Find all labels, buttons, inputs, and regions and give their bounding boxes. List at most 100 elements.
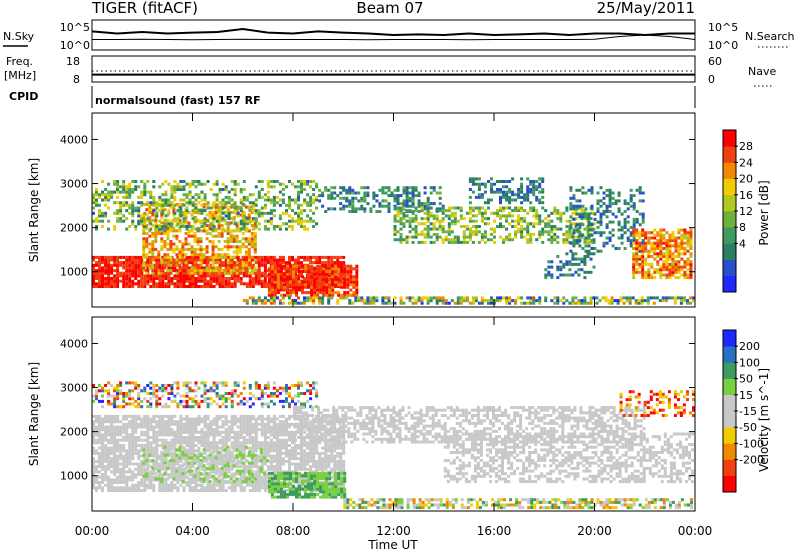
heat-cell (107, 430, 111, 434)
heat-cell (634, 301, 638, 305)
nave-tick-top: 60 (708, 55, 722, 68)
heat-cell (575, 204, 579, 208)
heat-cell (411, 196, 415, 200)
heat-cell (324, 263, 328, 267)
heat-cell (167, 486, 171, 490)
heat-cell (125, 470, 129, 474)
heat-cell (151, 263, 155, 267)
heat-cell (179, 282, 183, 286)
heat-cell (190, 250, 194, 254)
heat-cell (647, 273, 651, 277)
heat-cell (637, 301, 641, 305)
heat-cell (212, 438, 216, 442)
heat-cell (286, 267, 289, 271)
heat-cell (209, 222, 213, 226)
heat-cell (622, 301, 626, 305)
heat-cell (173, 451, 177, 455)
heat-cell (236, 258, 240, 262)
noise-panel: N.Sky 10^5 10^0 10^5 10^0 N.Search (3, 19, 795, 52)
heat-cell (650, 236, 654, 240)
heat-cell (203, 430, 207, 434)
heat-cell (520, 206, 524, 210)
heat-cell (520, 225, 524, 228)
heat-cell (532, 232, 536, 236)
heat-cell (559, 217, 563, 221)
heat-cell (131, 483, 135, 487)
heat-cell (253, 258, 257, 262)
heat-cell (623, 231, 627, 235)
heat-cell (95, 188, 98, 191)
heat-cell (321, 296, 325, 300)
heat-cell (483, 232, 487, 236)
heat-cell (113, 279, 117, 283)
heat-cell (122, 214, 126, 218)
heat-cell (155, 261, 159, 265)
heat-cell (166, 232, 170, 235)
heat-cell (295, 283, 298, 287)
heat-cell (278, 299, 282, 303)
heat-cell (95, 467, 98, 471)
heat-cell (182, 467, 186, 471)
heat-cell (161, 263, 165, 267)
heat-cell (511, 177, 515, 181)
heat-cell (232, 269, 236, 273)
heat-cell (134, 225, 138, 228)
heat-cell (650, 273, 654, 277)
heat-cell (167, 279, 171, 283)
heat-cell (450, 214, 454, 218)
heat-cell (544, 230, 548, 234)
heat-cell (393, 301, 397, 305)
heat-cell (559, 273, 563, 277)
heat-cell (490, 296, 493, 300)
heat-cell (209, 282, 213, 286)
heat-cell (355, 264, 359, 268)
heat-cell (562, 265, 566, 269)
heat-cell (283, 277, 286, 281)
heat-cell (614, 215, 618, 219)
heat-cell (611, 233, 615, 237)
heat-cell (584, 191, 588, 195)
heat-cell (605, 194, 609, 198)
heat-cell (143, 219, 147, 223)
heat-cell (229, 269, 233, 273)
heat-cell (414, 219, 418, 223)
heat-cell (101, 436, 104, 439)
heat-cell (152, 282, 156, 286)
heat-cell (352, 277, 356, 281)
heat-cell (372, 296, 376, 300)
heat-cell (152, 470, 156, 474)
heat-cell (285, 209, 288, 213)
heat-cell (161, 279, 165, 283)
heat-cell (593, 247, 597, 250)
heat-cell (269, 222, 273, 226)
heat-cell (158, 282, 162, 286)
heat-cell (230, 263, 234, 267)
heat-cell (325, 291, 329, 295)
heat-cell (154, 216, 158, 220)
heat-cell (250, 255, 254, 259)
heat-cell (580, 260, 584, 264)
heat-cell (203, 433, 207, 437)
heat-cell (122, 274, 126, 278)
heat-cell (226, 258, 230, 262)
heat-cell (632, 273, 636, 277)
heat-cell (172, 213, 176, 217)
heat-cell (128, 489, 132, 492)
heat-cell (327, 266, 331, 270)
heat-cell (493, 190, 496, 194)
heat-cell (508, 238, 512, 242)
heat-cell (95, 190, 98, 194)
heat-cell (589, 299, 593, 303)
heat-cell (283, 275, 286, 279)
heat-cell (349, 270, 353, 273)
heat-cell (496, 190, 499, 194)
heat-cell (396, 230, 400, 234)
heat-cell (212, 433, 216, 437)
heat-cell (104, 483, 108, 487)
heat-cell (158, 428, 162, 432)
heat-cell (565, 235, 569, 239)
heat-cell (116, 481, 120, 484)
heat-cell (154, 237, 158, 241)
heat-cell (212, 449, 216, 453)
heat-cell (215, 227, 219, 231)
